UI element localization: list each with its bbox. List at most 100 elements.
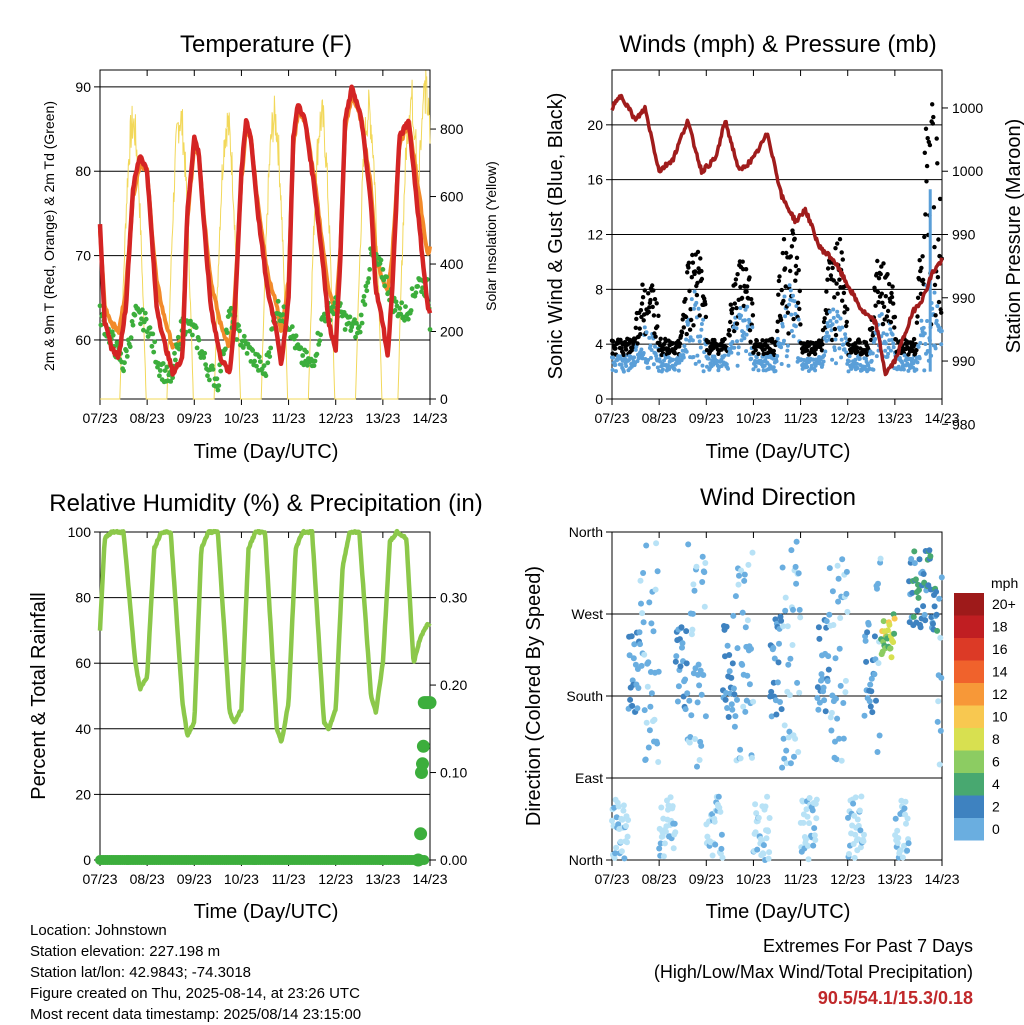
wind-point xyxy=(918,356,922,360)
dewpoint-point xyxy=(393,308,398,313)
gust-point xyxy=(875,259,879,263)
dewpoint-point xyxy=(150,332,155,337)
gust-point xyxy=(805,348,809,352)
dewpoint-point xyxy=(121,368,126,373)
gust-point xyxy=(938,197,942,201)
gust-point xyxy=(798,289,802,293)
dewpoint-point xyxy=(300,353,305,358)
direction-point xyxy=(876,660,882,666)
wind-point xyxy=(732,346,736,350)
location-text: Location: Johnstown xyxy=(30,920,361,941)
x-tick-label: 07/23 xyxy=(82,871,117,887)
direction-point xyxy=(682,677,688,683)
direction-xlabel: Time (Day/UTC) xyxy=(706,901,851,923)
gust-point xyxy=(880,292,884,296)
gust-point xyxy=(696,250,700,254)
precip-point xyxy=(416,757,429,770)
wind-point xyxy=(939,342,943,346)
direction-point xyxy=(922,612,928,618)
direction-point xyxy=(644,720,650,726)
gust-point xyxy=(651,305,655,309)
legend-label: 0 xyxy=(992,821,1000,837)
direction-point xyxy=(918,624,924,630)
direction-point xyxy=(631,655,637,661)
direction-point xyxy=(765,828,771,834)
wind-point xyxy=(919,319,923,323)
direction-point xyxy=(619,848,625,854)
direction-point xyxy=(828,728,834,734)
direction-point xyxy=(694,764,700,770)
gust-point xyxy=(879,272,883,276)
gust-point xyxy=(873,304,877,308)
wind-point xyxy=(918,341,922,345)
y-tick-label: 12 xyxy=(587,227,603,243)
gust-point xyxy=(728,333,732,337)
direction-point xyxy=(857,808,863,814)
dewpoint-point xyxy=(264,373,269,378)
dewpoint-point xyxy=(254,364,259,369)
direction-point xyxy=(829,710,835,716)
gust-point xyxy=(728,320,732,324)
direction-point xyxy=(629,703,635,709)
gust-point xyxy=(635,341,639,345)
wind-point xyxy=(882,331,886,335)
temperature-xlabel: Time (Day/UTC) xyxy=(194,441,339,463)
x-tick-label: 14/23 xyxy=(412,410,447,426)
wind-point xyxy=(624,364,628,368)
direction-point xyxy=(719,832,725,838)
direction-title: Wind Direction xyxy=(700,484,856,511)
direction-point xyxy=(672,829,678,835)
gust-point xyxy=(876,300,880,304)
wind-point xyxy=(788,283,792,287)
wind-point xyxy=(910,357,914,361)
direction-point xyxy=(912,560,918,566)
gust-point xyxy=(775,329,779,333)
direction-point xyxy=(637,641,643,647)
gust-point xyxy=(742,304,746,308)
wind-point xyxy=(684,338,688,342)
gust-point xyxy=(643,288,647,292)
direction-point xyxy=(675,699,681,705)
gust-point xyxy=(776,293,780,297)
wind-point xyxy=(873,337,877,341)
y-tick-label: 40 xyxy=(75,721,91,737)
direction-point xyxy=(913,576,919,582)
legend-swatch xyxy=(954,773,984,796)
legend-label: 14 xyxy=(992,664,1008,680)
direction-point xyxy=(656,669,662,675)
direction-point xyxy=(830,622,836,628)
direction-point xyxy=(756,815,762,821)
direction-point xyxy=(733,593,739,599)
wind-point xyxy=(677,369,681,373)
gust-point xyxy=(923,151,927,155)
dewpoint-point xyxy=(397,306,402,311)
gust-point xyxy=(840,250,844,254)
legend-swatch xyxy=(954,661,984,684)
y2-tick-label: 0 xyxy=(440,391,448,407)
direction-point xyxy=(683,628,689,634)
wind-point xyxy=(700,322,704,326)
humidity-ylabel: Percent & Total Rainfall xyxy=(28,592,50,800)
wind-point xyxy=(745,333,749,337)
gust-point xyxy=(916,296,920,300)
direction-point xyxy=(934,612,940,618)
wind-point xyxy=(889,349,893,353)
gust-point xyxy=(924,179,928,183)
gust-point xyxy=(912,337,916,341)
gust-point xyxy=(926,136,930,140)
direction-point xyxy=(638,578,644,584)
gust-point xyxy=(889,291,893,295)
direction-point xyxy=(661,853,667,859)
gust-point xyxy=(833,327,837,331)
direction-point xyxy=(673,659,679,665)
dewpoint-point xyxy=(176,335,181,340)
direction-point xyxy=(814,797,820,803)
dewpoint-point xyxy=(410,286,415,291)
direction-point xyxy=(683,706,689,712)
gust-point xyxy=(730,307,734,311)
humidity-panel: Relative Humidity (%) & Precipitation (i… xyxy=(28,490,483,923)
gust-point xyxy=(639,308,643,312)
wind-point xyxy=(822,360,826,364)
wind-point xyxy=(739,314,743,318)
dewpoint-point xyxy=(258,359,263,364)
